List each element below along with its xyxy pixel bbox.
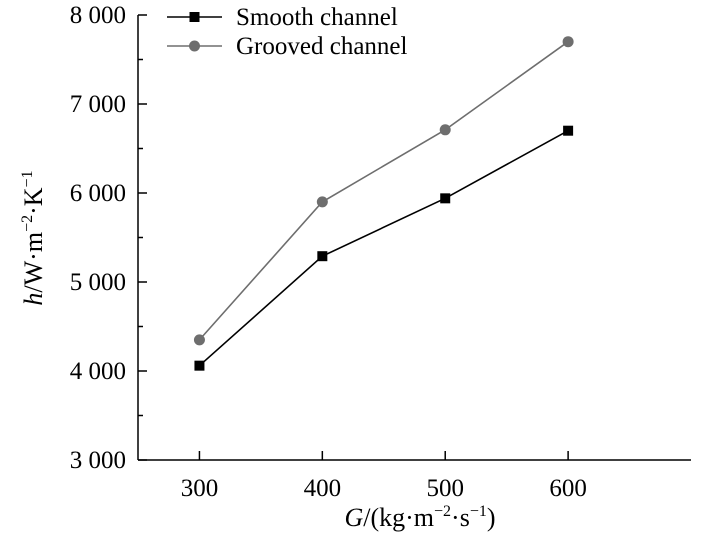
x-tick-label: 300 <box>181 475 219 502</box>
data-point-smooth-channel <box>563 126 573 136</box>
legend-marker <box>189 41 200 52</box>
series-grooved-channel <box>194 36 574 345</box>
x-axis-title: G/(kg·m−2·s−1) <box>344 503 495 532</box>
legend-item: Smooth channel <box>167 4 398 31</box>
series-layer <box>194 36 574 370</box>
x-tick-label: 600 <box>549 475 587 502</box>
data-point-grooved-channel <box>194 334 205 345</box>
x-tick-label: 500 <box>426 475 464 502</box>
data-point-grooved-channel <box>440 124 451 135</box>
series-line-grooved-channel <box>199 42 568 340</box>
data-point-grooved-channel <box>317 196 328 207</box>
data-point-grooved-channel <box>563 36 574 47</box>
y-tick-label: 5 000 <box>70 269 126 296</box>
line-chart: 3 000 4 000 5 000 6 000 7 000 8 000 300 400 500… <box>0 0 709 534</box>
x-ticks: 300 400 500 600 <box>181 451 587 502</box>
legend-label: Smooth channel <box>236 4 398 31</box>
series-smooth-channel <box>194 126 573 371</box>
legend-label: Grooved channel <box>236 33 408 60</box>
y-tick-label: 4 000 <box>70 358 126 385</box>
y-tick-label: 3 000 <box>70 447 126 474</box>
y-tick-label: 6 000 <box>70 180 126 207</box>
data-point-smooth-channel <box>440 193 450 203</box>
axes <box>138 15 691 460</box>
data-point-smooth-channel <box>194 361 204 371</box>
data-point-smooth-channel <box>317 251 327 261</box>
y-tick-label: 7 000 <box>70 91 126 118</box>
x-tick-label: 400 <box>304 475 342 502</box>
y-axis-title: h/W·m−2·K−1 <box>19 170 48 305</box>
legend-marker <box>190 12 200 22</box>
legend-item: Grooved channel <box>167 33 408 60</box>
y-tick-label: 8 000 <box>70 2 126 29</box>
y-ticks: 3 000 4 000 5 000 6 000 7 000 8 000 <box>70 2 147 474</box>
